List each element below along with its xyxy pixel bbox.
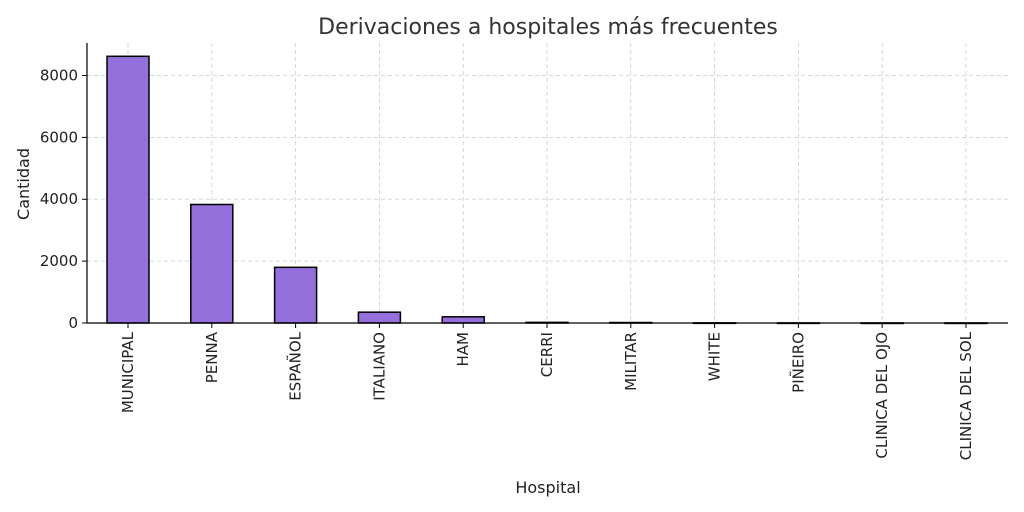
x-tick-label: WHITE	[706, 332, 724, 381]
bar	[357, 311, 402, 324]
bar	[273, 266, 318, 324]
y-tick-label: 6000	[40, 128, 78, 146]
y-ticks: 0 2000 4000 6000 8000	[40, 66, 87, 332]
y-tick-label: 4000	[40, 190, 78, 208]
x-tick-label: ESPAÑOL	[286, 331, 305, 400]
x-tick-label: CERRI	[538, 332, 556, 377]
x-tick-label: PENNA	[203, 331, 221, 383]
bars	[106, 55, 988, 325]
x-ticks: MUNICIPAL PENNA ESPAÑOL ITALIANO HAM CERRI MIL…	[119, 323, 975, 460]
y-tick-label: 8000	[40, 66, 78, 84]
bar	[441, 316, 485, 324]
x-tick-label: HAM	[454, 332, 472, 366]
x-tick-label: CLINICA DEL SOL	[957, 331, 975, 460]
y-tick-label: 2000	[40, 252, 78, 270]
x-axis-title: Hospital	[515, 478, 580, 497]
bar	[106, 55, 150, 324]
x-tick-label: PIÑEIRO	[788, 332, 807, 393]
bar	[190, 203, 234, 324]
y-tick-label: 0	[68, 314, 78, 332]
y-axis-title: Cantidad	[14, 148, 33, 220]
x-tick-label: MILITAR	[622, 332, 640, 391]
x-tick-label: CLINICA DEL OJO	[873, 332, 891, 459]
x-tick-label: ITALIANO	[370, 332, 388, 401]
x-tick-label: MUNICIPAL	[119, 331, 137, 413]
chart-title: Derivaciones a hospitales más frecuentes	[318, 15, 778, 40]
